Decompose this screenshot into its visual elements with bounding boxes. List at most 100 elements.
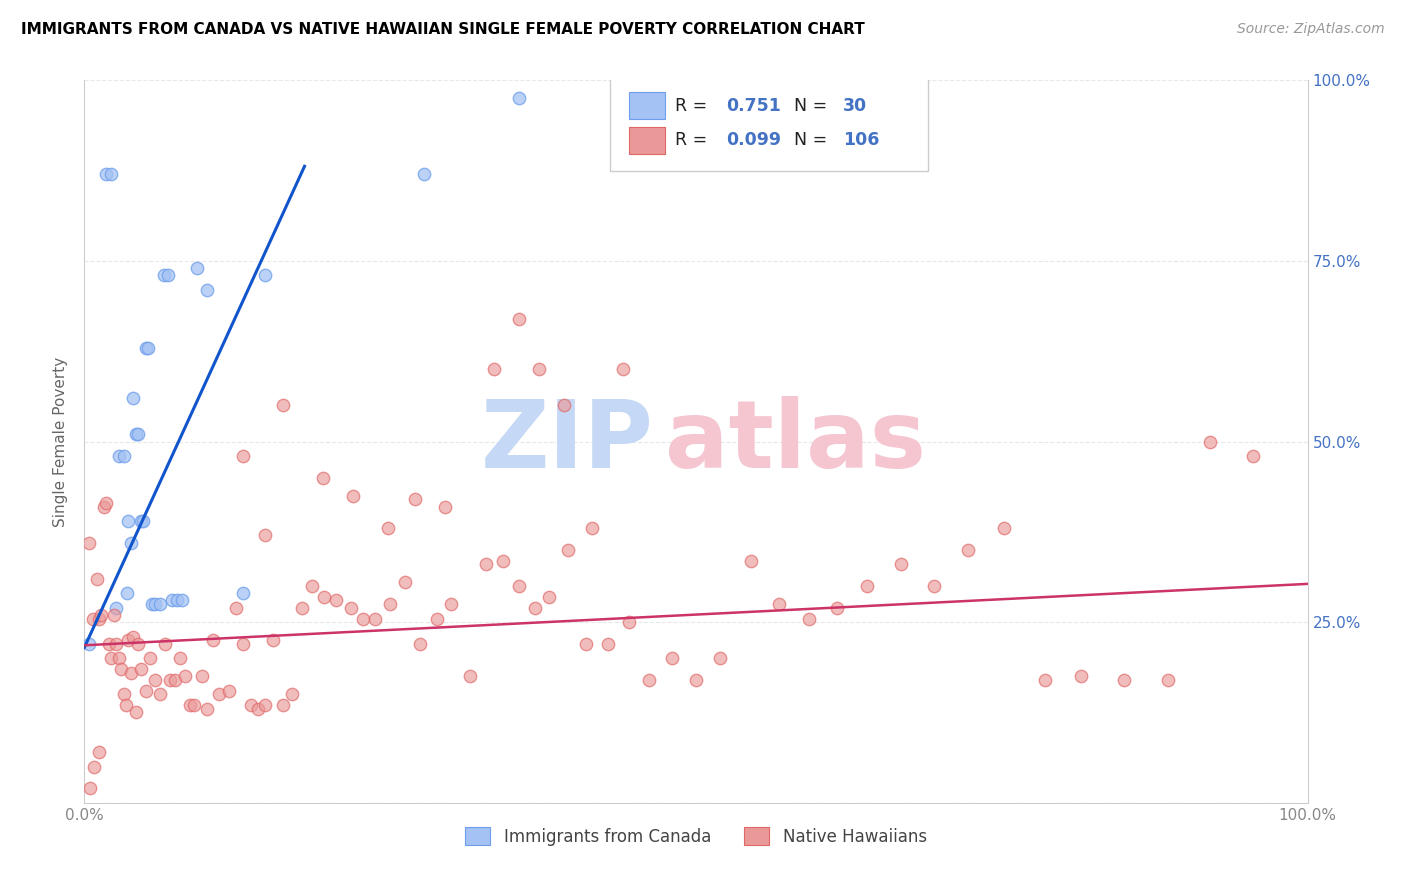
Point	[458, 669, 481, 683]
Point	[105, 637, 128, 651]
Point	[186, 261, 208, 276]
Text: Source: ZipAtlas.com: Source: ZipAtlas.com	[1237, 22, 1385, 37]
Point	[129, 662, 152, 676]
Point	[179, 698, 201, 713]
Point	[87, 611, 110, 625]
Point	[1033, 673, 1056, 687]
Point	[96, 496, 118, 510]
Point	[105, 600, 128, 615]
Point	[120, 535, 142, 549]
Point	[797, 611, 820, 625]
Point	[77, 637, 100, 651]
Point	[208, 687, 231, 701]
Point	[136, 341, 159, 355]
Text: 0.099: 0.099	[727, 131, 782, 149]
Point	[508, 579, 530, 593]
Point	[557, 542, 579, 557]
Point	[768, 597, 790, 611]
Point	[169, 651, 191, 665]
Point	[247, 702, 270, 716]
Point	[110, 662, 132, 676]
Point	[149, 597, 172, 611]
Point	[709, 651, 731, 665]
Point	[132, 514, 155, 528]
Point	[103, 607, 125, 622]
Point	[100, 167, 122, 181]
Text: R =: R =	[675, 131, 713, 149]
Point	[96, 167, 118, 181]
Point	[312, 470, 335, 484]
Point	[135, 683, 157, 698]
Point	[77, 535, 100, 549]
Point	[112, 449, 135, 463]
Point	[90, 607, 112, 622]
Point	[529, 362, 551, 376]
Point	[394, 575, 416, 590]
Point	[262, 633, 284, 648]
Legend: Immigrants from Canada, Native Hawaiians: Immigrants from Canada, Native Hawaiians	[458, 821, 934, 852]
Point	[993, 521, 1015, 535]
Point	[97, 637, 120, 651]
Point	[232, 637, 254, 651]
Point	[271, 398, 294, 412]
Point	[163, 673, 186, 687]
Point	[143, 673, 166, 687]
Point	[115, 586, 138, 600]
Point	[740, 554, 762, 568]
Point	[122, 630, 145, 644]
Point	[107, 651, 129, 665]
Point	[135, 341, 157, 355]
Point	[661, 651, 683, 665]
Point	[325, 593, 347, 607]
Point	[149, 687, 172, 701]
Point	[195, 283, 218, 297]
Point	[1198, 434, 1220, 449]
Point	[120, 665, 142, 680]
Point	[153, 268, 176, 283]
Point	[93, 500, 115, 514]
Point	[82, 611, 104, 625]
Point	[340, 600, 363, 615]
Point	[426, 611, 449, 625]
Point	[225, 600, 247, 615]
Point	[166, 593, 188, 607]
Point	[117, 633, 139, 648]
Point	[492, 554, 515, 568]
Point	[281, 687, 304, 701]
Text: N =: N =	[794, 131, 832, 149]
Point	[596, 637, 619, 651]
Point	[156, 268, 179, 283]
Point	[232, 449, 254, 463]
Text: 106: 106	[842, 131, 879, 149]
Point	[159, 673, 181, 687]
Point	[254, 268, 277, 283]
Point	[924, 579, 946, 593]
Point	[685, 673, 707, 687]
Point	[125, 427, 148, 442]
Point	[434, 500, 457, 514]
Point	[291, 600, 314, 615]
Point	[553, 398, 575, 412]
Point	[508, 311, 530, 326]
Point	[232, 586, 254, 600]
Point	[254, 698, 277, 713]
Point	[612, 362, 634, 376]
Point	[482, 362, 505, 376]
Text: 0.751: 0.751	[727, 96, 782, 114]
Point	[638, 673, 661, 687]
Point	[139, 651, 162, 665]
Point	[115, 698, 138, 713]
Point	[538, 590, 561, 604]
FancyBboxPatch shape	[610, 78, 928, 170]
Point	[352, 611, 374, 625]
Point	[1241, 449, 1264, 463]
Point	[183, 698, 205, 713]
Point	[404, 492, 426, 507]
Point	[172, 593, 194, 607]
Point	[125, 706, 148, 720]
Point	[141, 597, 163, 611]
Text: R =: R =	[675, 96, 713, 114]
Point	[79, 781, 101, 796]
Point	[173, 669, 195, 683]
FancyBboxPatch shape	[628, 92, 665, 120]
